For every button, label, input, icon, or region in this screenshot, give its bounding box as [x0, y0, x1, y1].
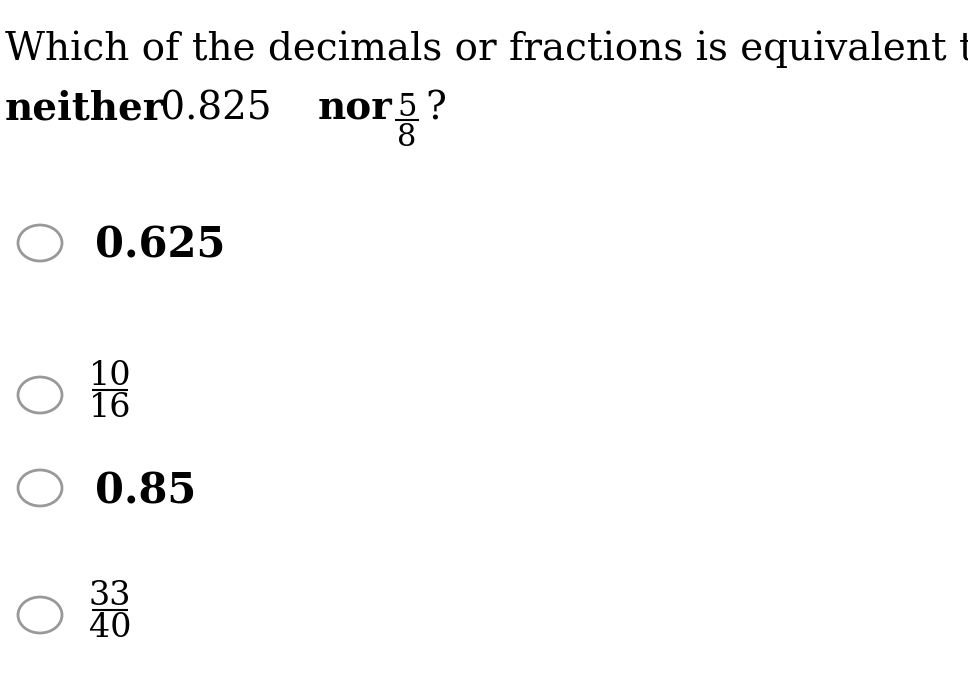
Text: Which of the decimals or fractions is equivalent to: Which of the decimals or fractions is eq…	[5, 30, 968, 68]
Text: 10: 10	[89, 360, 132, 392]
Text: neither: neither	[5, 90, 165, 128]
Text: nor: nor	[318, 90, 393, 128]
Text: 5: 5	[397, 92, 417, 123]
Text: 33: 33	[89, 580, 132, 612]
Text: 0.625: 0.625	[95, 225, 226, 267]
Text: 0.85: 0.85	[95, 470, 197, 512]
Text: 8: 8	[397, 122, 416, 153]
Text: 0.825: 0.825	[148, 90, 284, 127]
Text: 40: 40	[89, 612, 132, 644]
Text: ?: ?	[425, 90, 446, 127]
Text: 16: 16	[89, 392, 132, 424]
